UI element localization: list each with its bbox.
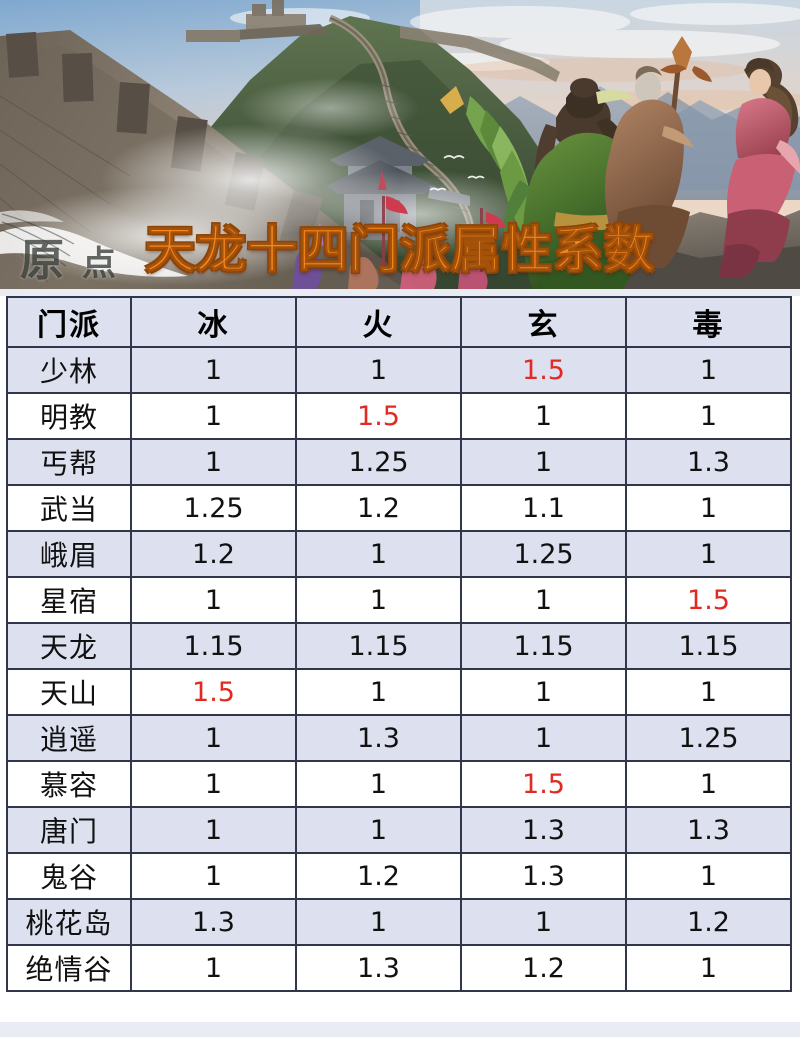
cell-fire: 1 — [295, 576, 462, 624]
cell-fire: 1 — [295, 346, 462, 394]
cell-toxin: 1 — [625, 530, 792, 578]
table-row: 绝情谷 1 1.3 1.2 1 — [6, 944, 792, 992]
cell-ice: 1 — [130, 806, 297, 854]
cell-sect: 鬼谷 — [6, 852, 132, 900]
cell-xuan: 1.2 — [460, 944, 627, 992]
cell-xuan: 1 — [460, 714, 627, 762]
cell-fire: 1.25 — [295, 438, 462, 486]
table-row: 唐门 1 1 1.3 1.3 — [6, 806, 792, 854]
page-title: 天龙十四门派属性系数 — [145, 221, 655, 280]
table-row: 武当 1.25 1.2 1.1 1 — [6, 484, 792, 532]
cell-toxin: 1 — [625, 392, 792, 440]
col-header-xuan: 玄 — [460, 296, 627, 348]
cell-toxin: 1.5 — [625, 576, 792, 624]
cell-xuan: 1 — [460, 392, 627, 440]
cell-toxin: 1 — [625, 760, 792, 808]
cell-fire: 1.2 — [295, 852, 462, 900]
cell-xuan: 1 — [460, 898, 627, 946]
table-header-row: 门派 冰 火 玄 毒 — [6, 296, 792, 348]
cell-sect: 丐帮 — [6, 438, 132, 486]
table-row: 明教 1 1.5 1 1 — [6, 392, 792, 440]
cell-xuan: 1.3 — [460, 806, 627, 854]
cell-fire: 1.3 — [295, 714, 462, 762]
cell-sect: 少林 — [6, 346, 132, 394]
cell-sect: 逍遥 — [6, 714, 132, 762]
cell-ice: 1 — [130, 714, 297, 762]
cell-ice: 1 — [130, 944, 297, 992]
cell-toxin: 1 — [625, 852, 792, 900]
cell-xuan: 1.5 — [460, 760, 627, 808]
col-header-fire: 火 — [295, 296, 462, 348]
table-row: 慕容 1 1 1.5 1 — [6, 760, 792, 808]
cell-ice: 1 — [130, 576, 297, 624]
cell-ice: 1.2 — [130, 530, 297, 578]
cell-fire: 1.3 — [295, 944, 462, 992]
cell-toxin: 1 — [625, 944, 792, 992]
cell-xuan: 1.1 — [460, 484, 627, 532]
cell-toxin: 1.2 — [625, 898, 792, 946]
cell-fire: 1 — [295, 530, 462, 578]
attribute-coefficient-table-wrapper: 门派 冰 火 玄 毒 少林 1 1 1.5 1 明教 1 1.5 1 1 丐帮 1 1.25 1 1.3 武当… — [6, 296, 792, 992]
table-row: 鬼谷 1 1.2 1.3 1 — [6, 852, 792, 900]
cell-toxin: 1.3 — [625, 806, 792, 854]
table-row: 星宿 1 1 1 1.5 — [6, 576, 792, 624]
cell-toxin: 1 — [625, 484, 792, 532]
cell-sect: 慕容 — [6, 760, 132, 808]
cell-fire: 1 — [295, 898, 462, 946]
banner-artwork — [0, 0, 800, 289]
cell-xuan: 1 — [460, 438, 627, 486]
cell-xuan: 1.5 — [460, 346, 627, 394]
cell-ice: 1 — [130, 852, 297, 900]
table-row: 天龙 1.15 1.15 1.15 1.15 — [6, 622, 792, 670]
attribute-coefficient-table: 门派 冰 火 玄 毒 少林 1 1 1.5 1 明教 1 1.5 1 1 丐帮 1 1.25 1 1.3 武当… — [6, 296, 792, 992]
cell-fire: 1 — [295, 760, 462, 808]
cell-sect: 天山 — [6, 668, 132, 716]
cell-toxin: 1.25 — [625, 714, 792, 762]
cell-fire: 1.15 — [295, 622, 462, 670]
cell-toxin: 1 — [625, 668, 792, 716]
cell-ice: 1 — [130, 392, 297, 440]
cell-ice: 1 — [130, 760, 297, 808]
cell-ice: 1.5 — [130, 668, 297, 716]
cell-toxin: 1 — [625, 346, 792, 394]
hero-banner: 原 点 天龙十四门派属性系数 — [0, 0, 800, 289]
col-header-sect: 门派 — [6, 296, 132, 348]
cell-ice: 1.15 — [130, 622, 297, 670]
cell-xuan: 1 — [460, 576, 627, 624]
col-header-toxin: 毒 — [625, 296, 792, 348]
cell-xuan: 1.25 — [460, 530, 627, 578]
table-row: 天山 1.5 1 1 1 — [6, 668, 792, 716]
cell-ice: 1 — [130, 438, 297, 486]
col-header-ice: 冰 — [130, 296, 297, 348]
table-body: 少林 1 1 1.5 1 明教 1 1.5 1 1 丐帮 1 1.25 1 1.3 武当 1.25 1.2 1.1 1… — [6, 346, 792, 992]
table-row: 峨眉 1.2 1 1.25 1 — [6, 530, 792, 578]
table-row: 桃花岛 1.3 1 1 1.2 — [6, 898, 792, 946]
cell-toxin: 1.15 — [625, 622, 792, 670]
cell-sect: 峨眉 — [6, 530, 132, 578]
cell-fire: 1 — [295, 806, 462, 854]
cell-sect: 桃花岛 — [6, 898, 132, 946]
cell-sect: 绝情谷 — [6, 944, 132, 992]
cell-sect: 武当 — [6, 484, 132, 532]
cell-sect: 明教 — [6, 392, 132, 440]
footer-fill — [0, 1022, 800, 1037]
cell-xuan: 1 — [460, 668, 627, 716]
cell-xuan: 1.15 — [460, 622, 627, 670]
cell-ice: 1 — [130, 346, 297, 394]
cell-fire: 1.2 — [295, 484, 462, 532]
table-row: 丐帮 1 1.25 1 1.3 — [6, 438, 792, 486]
cell-xuan: 1.3 — [460, 852, 627, 900]
table-header: 门派 冰 火 玄 毒 — [6, 296, 792, 348]
cell-sect: 星宿 — [6, 576, 132, 624]
cell-fire: 1 — [295, 668, 462, 716]
cell-sect: 天龙 — [6, 622, 132, 670]
table-row: 少林 1 1 1.5 1 — [6, 346, 792, 394]
banner-table-divider — [0, 289, 800, 296]
table-row: 逍遥 1 1.3 1 1.25 — [6, 714, 792, 762]
cell-fire: 1.5 — [295, 392, 462, 440]
cell-ice: 1.25 — [130, 484, 297, 532]
cell-sect: 唐门 — [6, 806, 132, 854]
cell-toxin: 1.3 — [625, 438, 792, 486]
cell-ice: 1.3 — [130, 898, 297, 946]
